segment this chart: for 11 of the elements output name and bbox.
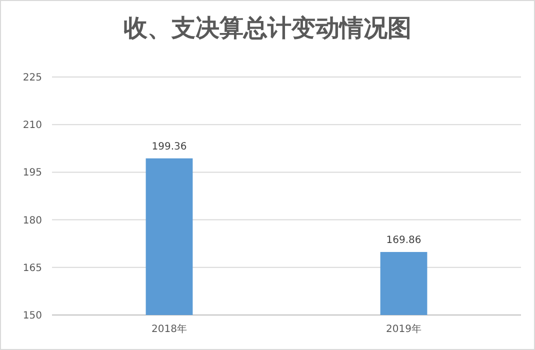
y-tick-label: 180 — [22, 215, 42, 226]
x-tick-label: 2018年 — [152, 323, 187, 335]
y-tick-label: 150 — [22, 310, 42, 322]
chart-title: 收、支决算总计变动情况图 — [124, 14, 412, 42]
y-tick-label: 195 — [22, 168, 42, 179]
x-tick-label: 2019年 — [386, 323, 422, 335]
data-label: 199.36 — [152, 141, 187, 152]
y-tick-label: 165 — [22, 262, 42, 274]
y-tick-label: 210 — [22, 120, 42, 132]
y-tick-label: 225 — [22, 72, 42, 84]
data-label: 169.86 — [386, 234, 422, 246]
